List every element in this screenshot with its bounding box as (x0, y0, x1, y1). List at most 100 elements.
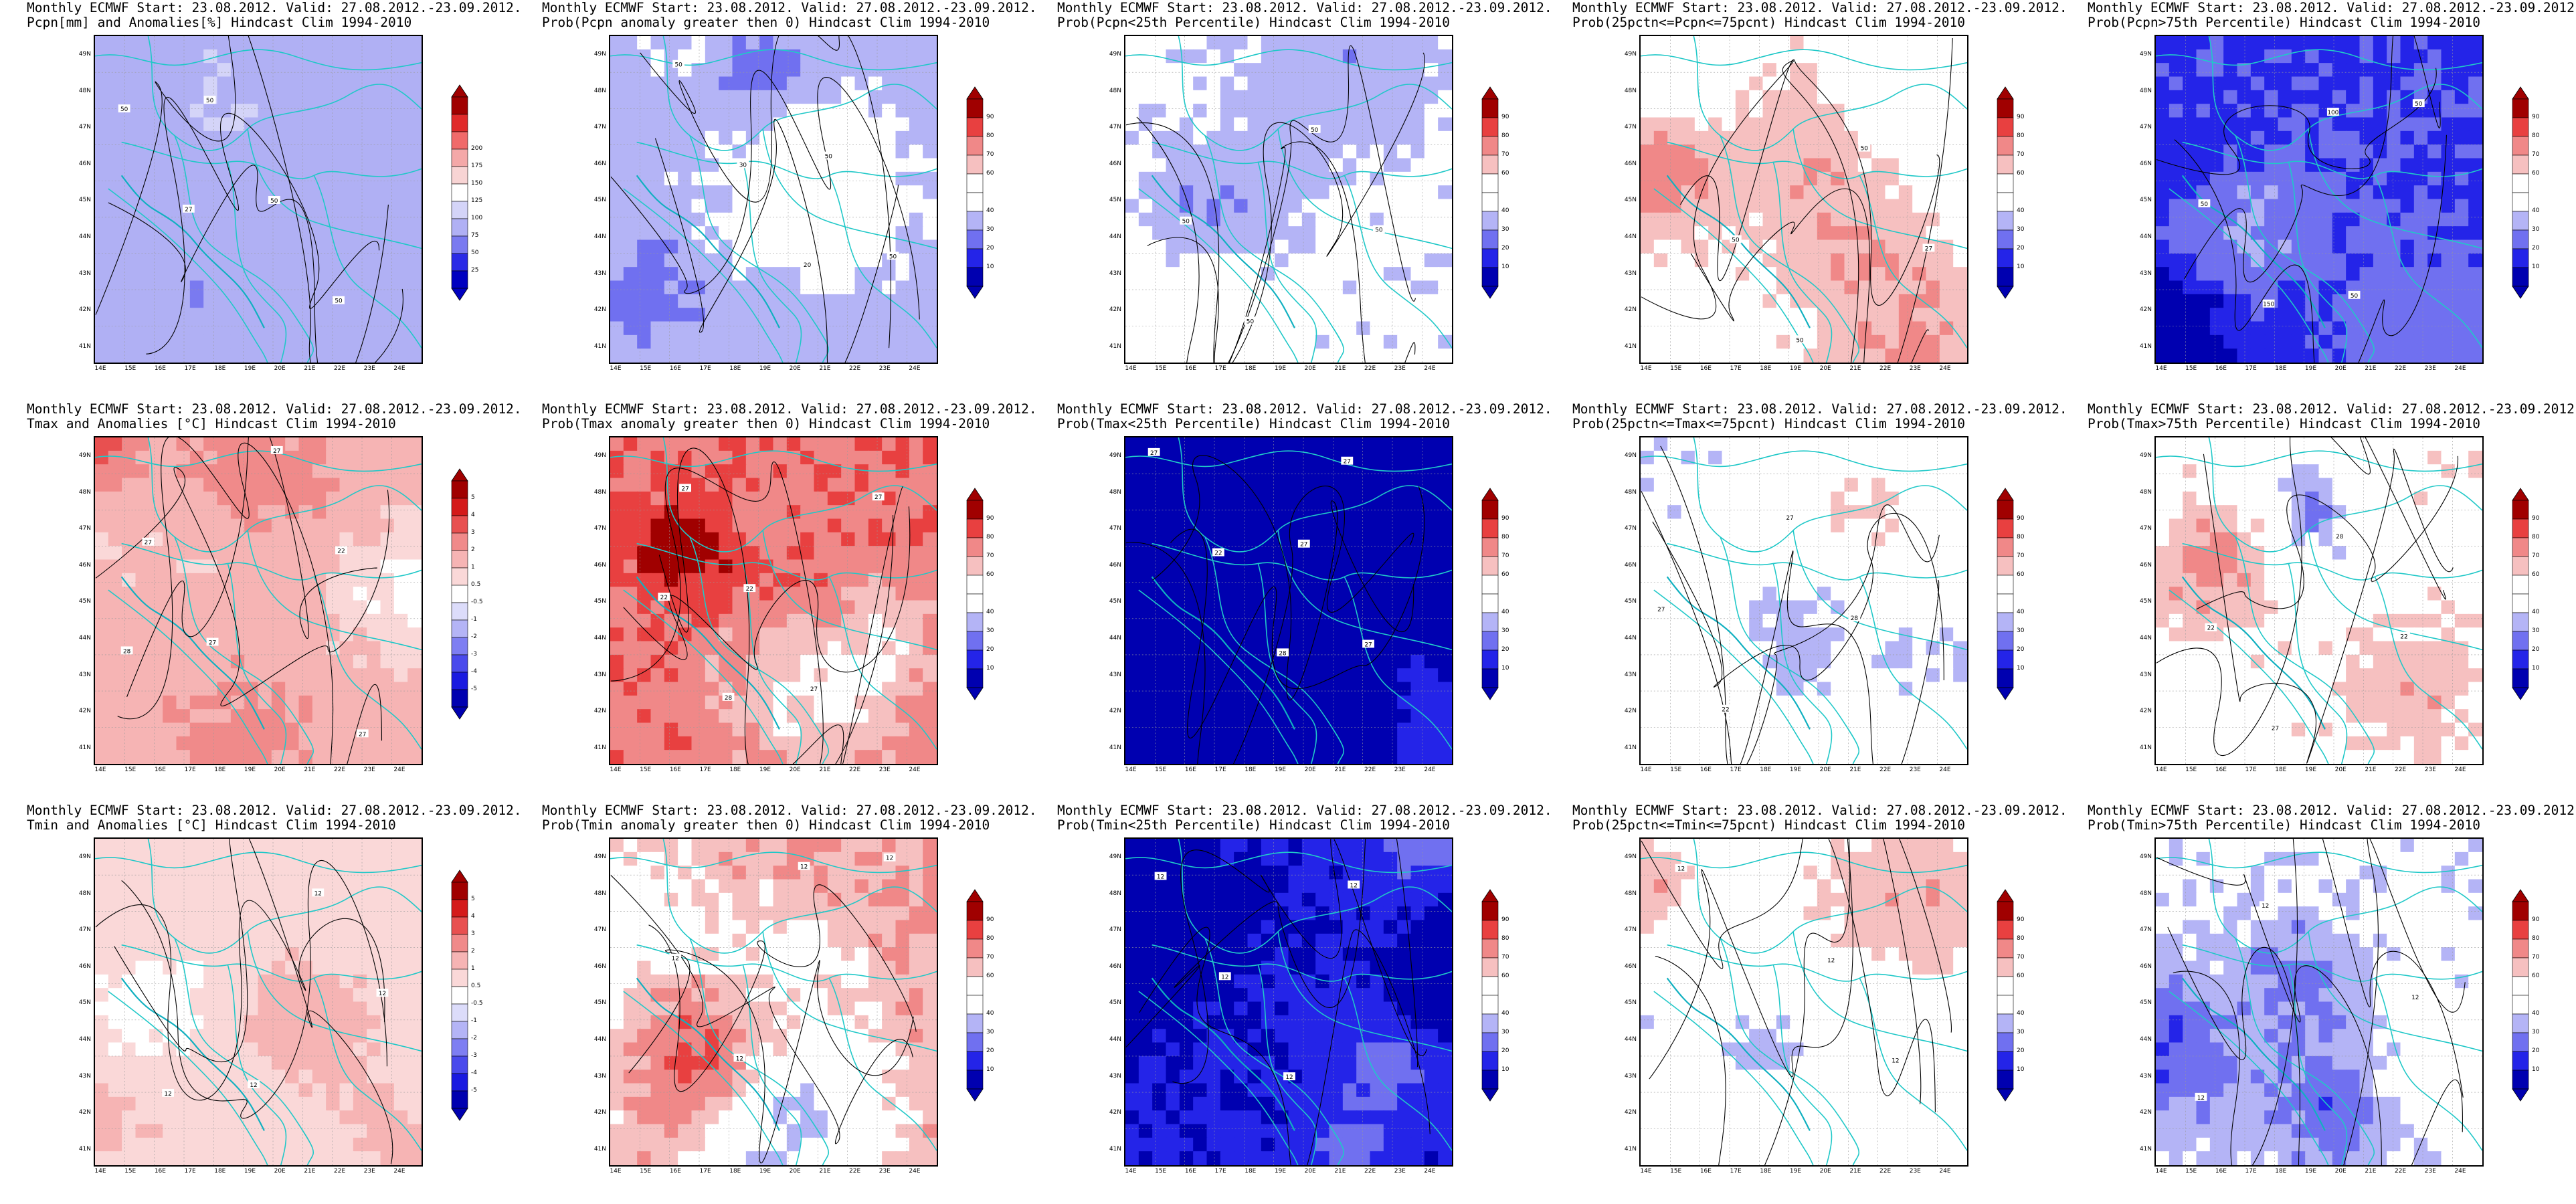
field-cell (1939, 158, 1954, 173)
field-cell (367, 695, 381, 710)
field-cell (285, 532, 300, 547)
field-cell (2250, 321, 2266, 336)
field-cell (1926, 308, 1940, 322)
field-cell (719, 348, 733, 363)
field-cell (1234, 226, 1249, 241)
field-cell (732, 613, 747, 629)
field-cell (1885, 348, 1900, 363)
longitude-label: 16E (1184, 365, 1196, 372)
field-cell (176, 478, 191, 492)
longitude-label: 20E (274, 767, 286, 773)
field-cell (1762, 76, 1777, 91)
field-cell (610, 722, 624, 737)
field-cell (827, 49, 842, 64)
field-cell (2237, 117, 2251, 132)
field-cell (1125, 518, 1139, 533)
field-cell (244, 627, 259, 642)
field-cell (1749, 63, 1764, 78)
field-cell (353, 226, 368, 241)
field-cell (637, 518, 652, 533)
field-cell (1831, 294, 1845, 309)
field-cell (312, 750, 327, 764)
field-cell (2278, 158, 2292, 173)
latitude-label: 45N (1109, 197, 1121, 204)
field-cell (650, 212, 665, 227)
field-cell (1179, 49, 1194, 64)
field-cell (407, 130, 422, 146)
field-cell (339, 613, 354, 629)
field-cell (1247, 464, 1262, 479)
field-cell (203, 736, 218, 751)
field-cell (176, 641, 191, 656)
field-cell (1329, 321, 1344, 336)
field-cell (664, 722, 679, 737)
field-cell (2250, 253, 2266, 268)
field-cell (1939, 212, 1954, 227)
field-cell (353, 49, 368, 64)
field-cell (2278, 63, 2292, 78)
field-cell (1653, 104, 1669, 118)
field-cell (1885, 212, 1900, 227)
field-cell (1261, 144, 1276, 159)
colorbar-label: 20 (986, 245, 994, 252)
field-cell (1166, 587, 1180, 601)
field-cell (1206, 613, 1221, 629)
longitude-label: 23E (2424, 365, 2436, 372)
latitude-label: 42N (1109, 306, 1121, 314)
field-cell (285, 144, 300, 159)
field-cell (1206, 239, 1221, 254)
field-cell (691, 90, 706, 105)
field-cell (1152, 226, 1167, 241)
field-cell (1301, 76, 1317, 91)
field-cell (2400, 253, 2415, 268)
field-cell (2209, 294, 2225, 309)
field-cell (1275, 171, 1289, 187)
field-cell (732, 348, 747, 363)
field-cell (122, 546, 136, 561)
field-cell (895, 695, 910, 710)
field-cell (691, 334, 706, 350)
colorbar-label: 40 (986, 609, 994, 615)
field-cell (745, 682, 761, 696)
field-cell (1953, 267, 1967, 282)
field-cell (678, 695, 693, 710)
field-cell (1871, 117, 1886, 132)
field-cell (841, 185, 856, 200)
field-cell (1410, 280, 1425, 295)
field-cell (623, 437, 638, 452)
field-cell (1383, 144, 1398, 159)
field-cell (786, 736, 802, 751)
country-border (762, 128, 937, 249)
field-cell (1288, 491, 1303, 506)
field-cell (1288, 505, 1303, 520)
field-cell (1125, 171, 1139, 187)
field-cell (95, 682, 109, 696)
field-cell (759, 491, 774, 506)
field-cell (800, 654, 815, 670)
colorbar-segment (451, 498, 468, 516)
field-cell (258, 750, 272, 764)
contour-label: 27 (273, 448, 280, 455)
field-cell (1424, 117, 1439, 132)
field-cell (163, 267, 177, 282)
field-cell (312, 36, 327, 50)
field-cell (2209, 171, 2225, 187)
field-cell (2454, 267, 2470, 282)
field-cell (1138, 294, 1154, 309)
field-cell (1342, 348, 1358, 363)
field-cell (2346, 321, 2361, 336)
field-cell (1370, 573, 1384, 588)
field-cell (1138, 280, 1154, 295)
field-cell (2278, 36, 2292, 50)
field-cell (380, 321, 395, 336)
field-cell (1383, 491, 1398, 506)
field-cell (2223, 294, 2238, 309)
field-cell (1329, 464, 1344, 479)
field-cell (244, 36, 259, 50)
field-cell (380, 49, 395, 64)
longitude-label: 16E (154, 767, 166, 773)
field-cell (2196, 144, 2211, 159)
field-cell (2223, 321, 2238, 336)
field-cell (868, 559, 883, 574)
field-cell (705, 158, 720, 173)
